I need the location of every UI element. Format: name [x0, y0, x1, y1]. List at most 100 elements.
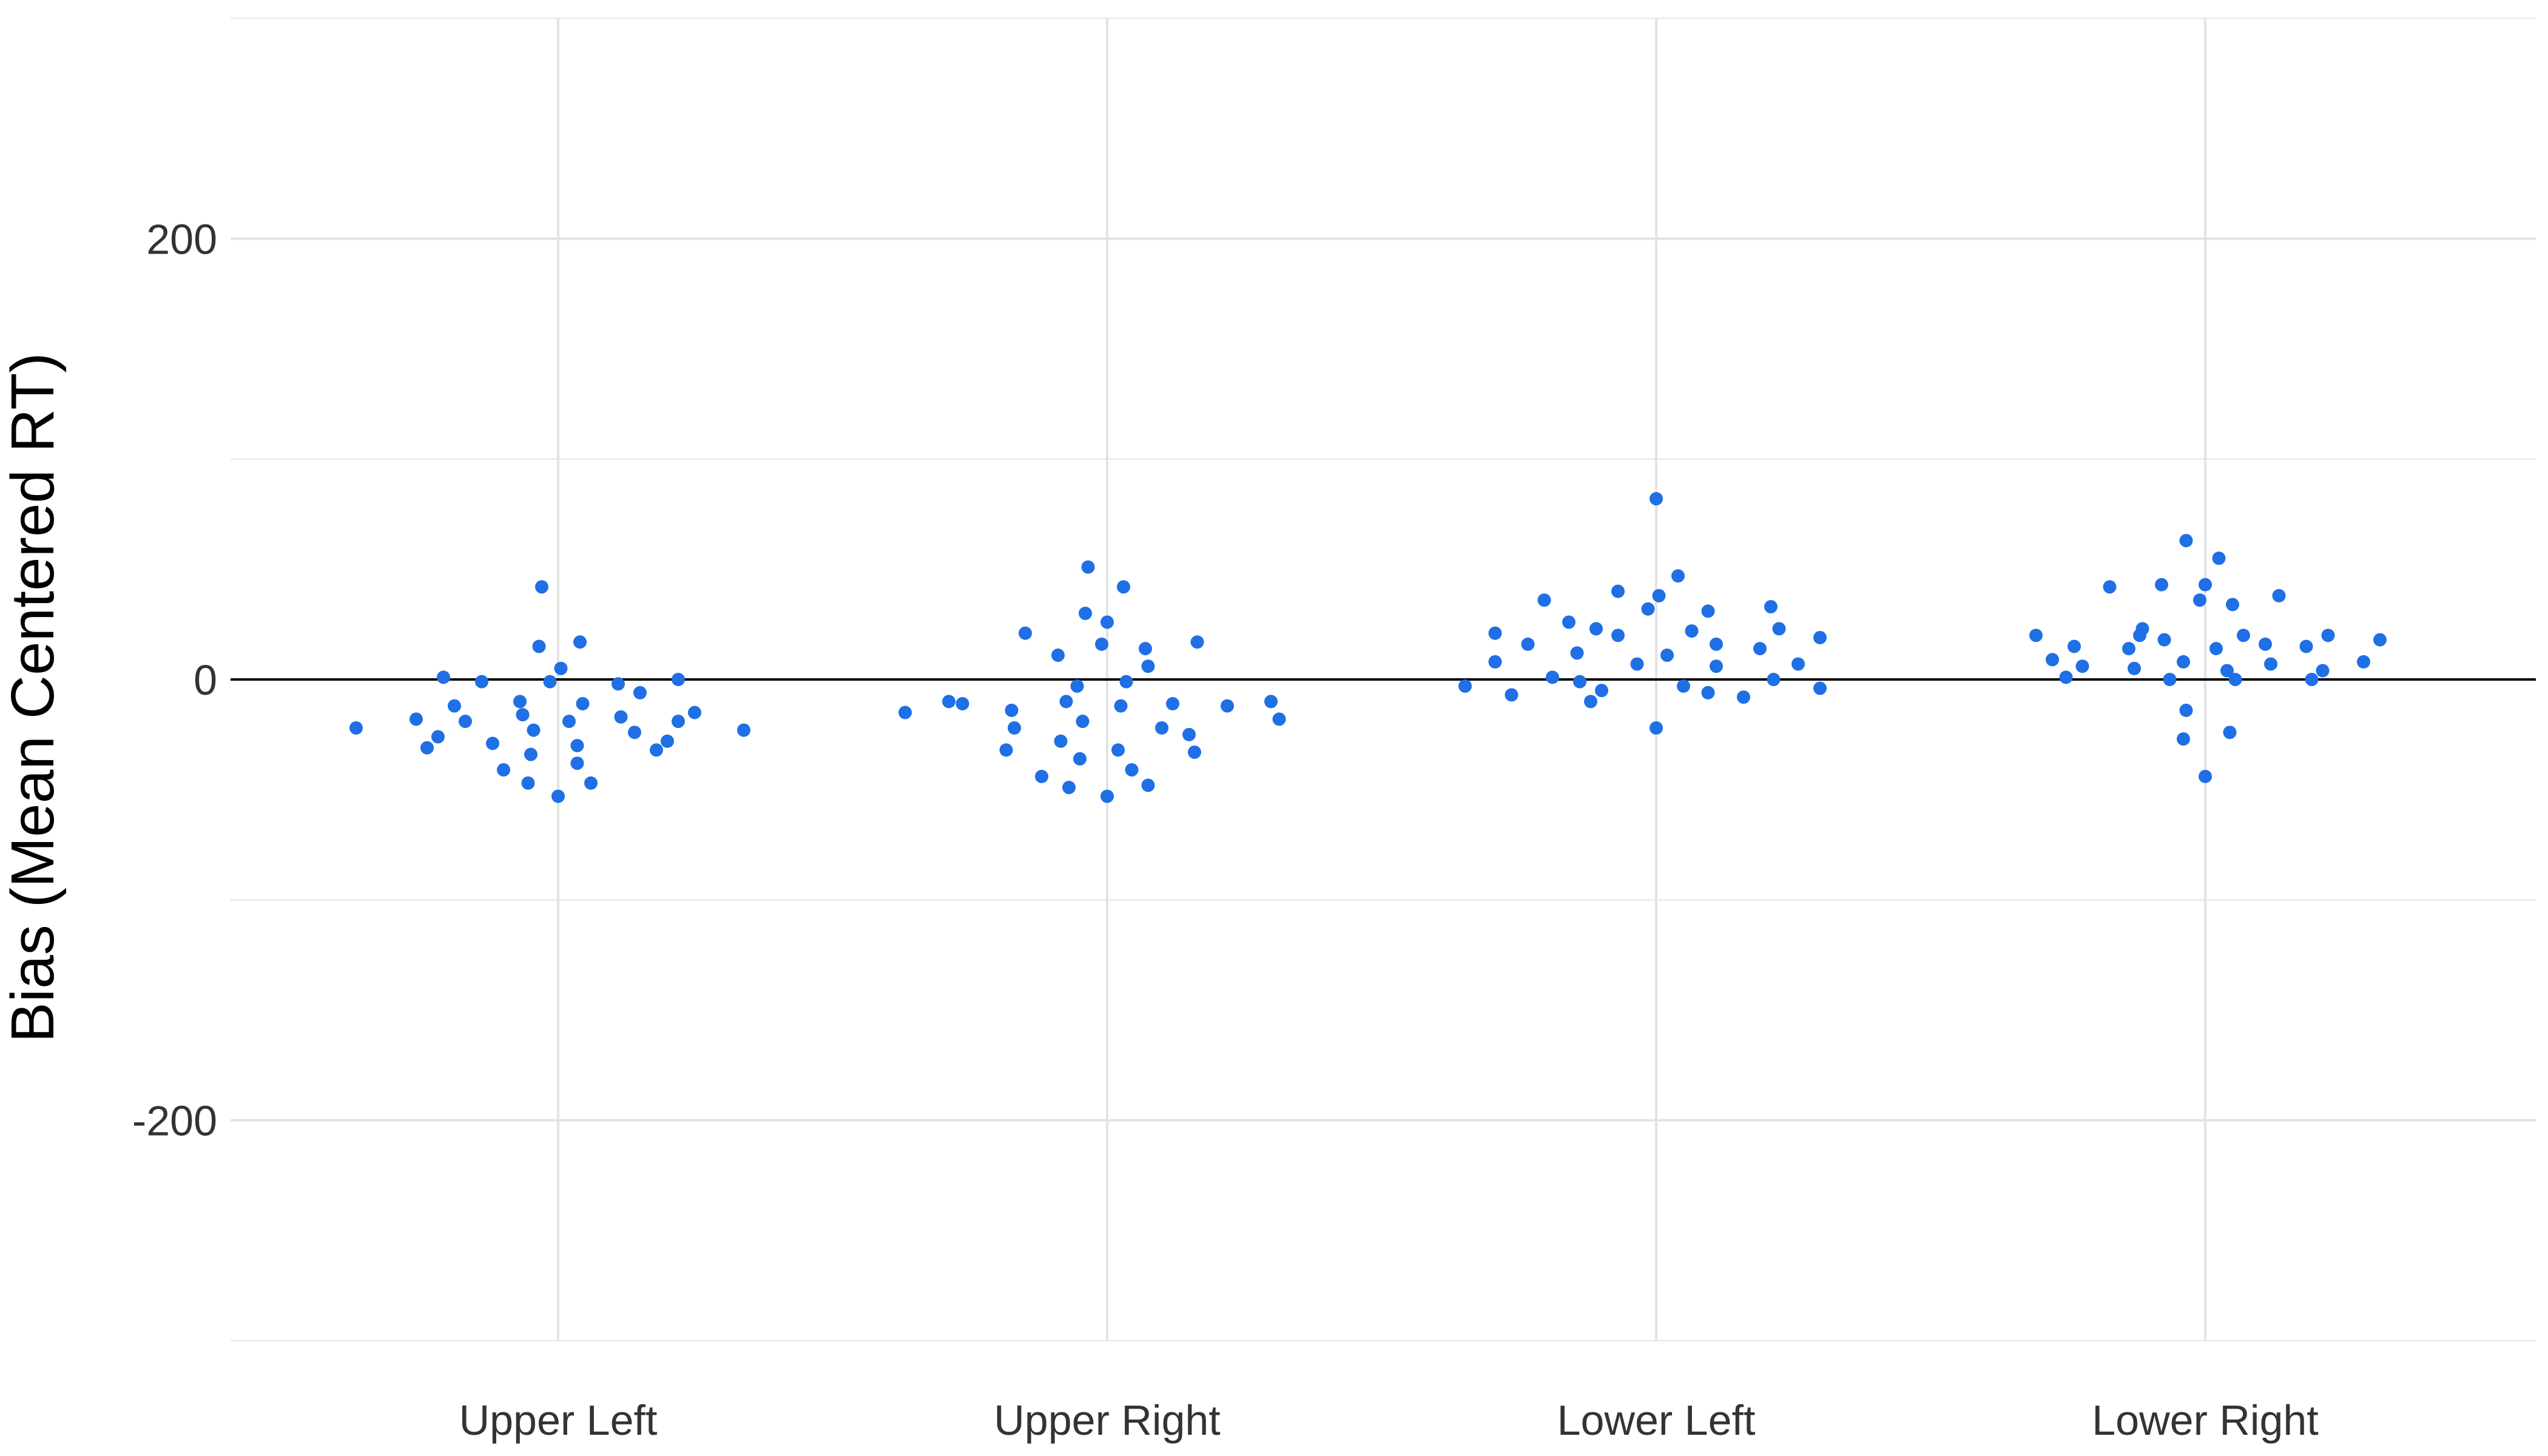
data-point [1062, 781, 1076, 795]
data-point [1546, 670, 1559, 684]
data-point [1125, 763, 1139, 777]
data-point [2059, 670, 2073, 684]
data-point [956, 696, 969, 710]
data-point [2272, 588, 2286, 602]
data-point [1650, 721, 1663, 735]
data-point [2264, 657, 2277, 671]
data-point [1190, 635, 1204, 649]
data-point [1188, 745, 1201, 759]
data-point [584, 776, 598, 790]
y-tick-label: 200 [146, 215, 217, 263]
data-point [1570, 646, 1584, 660]
data-point [1650, 492, 1663, 506]
data-point [1701, 686, 1715, 699]
data-point [942, 695, 956, 709]
x-tick-label: Upper Right [994, 1397, 1221, 1444]
data-point [1155, 721, 1168, 735]
data-point [1117, 580, 1130, 594]
data-point [2373, 633, 2387, 647]
data-point [1059, 695, 1073, 709]
data-point [2155, 578, 2168, 592]
data-point [448, 699, 461, 713]
data-point [2212, 551, 2226, 565]
data-point [1710, 659, 1723, 673]
data-point [1589, 622, 1603, 636]
data-point [1772, 622, 1786, 636]
data-points [349, 492, 2387, 803]
data-point [2122, 642, 2135, 656]
point-group-lower-left [1458, 492, 1827, 735]
data-point [527, 723, 541, 737]
x-tick-label: Lower Left [1557, 1397, 1756, 1444]
data-point [1008, 721, 1021, 735]
data-point [459, 715, 472, 729]
data-point [1671, 569, 1685, 583]
data-point [554, 661, 568, 675]
data-point [524, 747, 538, 761]
data-point [570, 739, 584, 752]
data-point [1562, 615, 1576, 629]
data-point [1737, 690, 1750, 704]
data-point [2103, 580, 2117, 594]
data-point [2259, 637, 2272, 651]
data-point [1051, 649, 1065, 662]
data-point [1081, 560, 1095, 574]
data-point [1166, 696, 1179, 710]
data-point [437, 670, 450, 684]
data-point [513, 695, 527, 709]
data-point [2135, 622, 2149, 636]
data-point [1019, 626, 1032, 640]
x-tick-label: Upper Left [459, 1397, 658, 1444]
point-group-lower-right [2029, 534, 2387, 783]
data-point [1182, 727, 1196, 741]
data-point [410, 712, 423, 726]
data-point [2199, 578, 2212, 592]
data-point [2046, 653, 2059, 667]
data-point [1505, 688, 1518, 702]
data-point [1595, 684, 1608, 698]
data-point [2193, 593, 2206, 607]
data-point [1079, 607, 1092, 620]
data-point [737, 723, 750, 737]
data-point [672, 673, 685, 686]
data-point [475, 675, 488, 689]
data-point [1611, 584, 1625, 598]
data-point [2237, 629, 2250, 642]
y-tick-label: -200 [132, 1097, 217, 1145]
data-point [486, 736, 499, 750]
y-axis-title: Bias (Mean Centered RT) [0, 352, 67, 1043]
data-point [551, 789, 565, 803]
data-point [420, 741, 434, 755]
data-point [661, 734, 674, 748]
data-point [2177, 732, 2190, 746]
data-point [2177, 655, 2190, 669]
data-point [1791, 657, 1805, 671]
data-point [431, 730, 445, 744]
data-point [516, 708, 530, 722]
data-point [1660, 649, 1674, 662]
data-point [1701, 604, 1715, 618]
data-point [999, 743, 1013, 757]
data-point [614, 710, 628, 724]
data-point [521, 776, 535, 790]
data-point [2075, 659, 2089, 673]
data-point [1035, 769, 1048, 783]
data-point [349, 721, 363, 735]
data-point [672, 715, 685, 729]
data-point [1573, 675, 1586, 689]
data-point [2228, 673, 2242, 686]
data-point [2226, 598, 2239, 612]
data-point [1521, 637, 1535, 651]
data-point [1264, 695, 1278, 709]
data-point [1652, 588, 1666, 602]
data-point [2220, 664, 2234, 678]
data-point [1537, 593, 1551, 607]
data-point [633, 686, 647, 699]
data-point [1764, 600, 1778, 614]
data-point [1095, 637, 1108, 651]
data-point [532, 639, 546, 653]
data-point [1100, 789, 1114, 803]
data-point [2179, 703, 2193, 717]
